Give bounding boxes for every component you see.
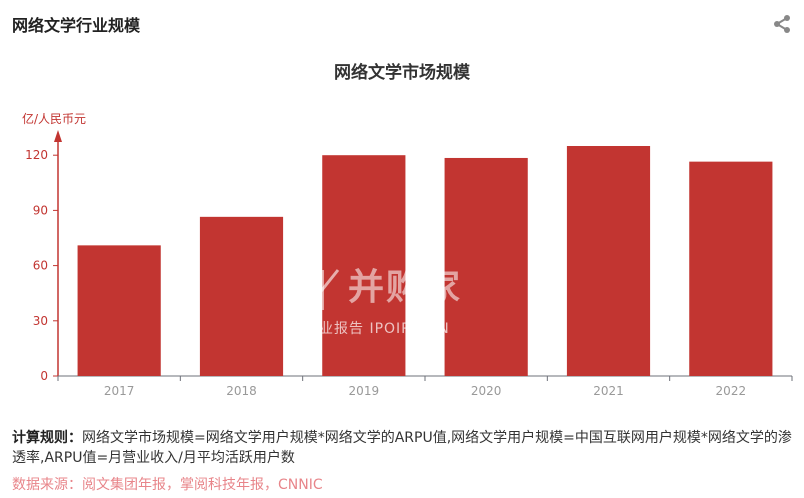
x-tick-label: 2018	[226, 384, 257, 398]
y-tick-label: 0	[40, 369, 48, 383]
chart-area: 网络文学市场规模 亿/人民币元 0 30 60 90 120 2017 2018 2019 20…	[0, 50, 804, 420]
page-title: 网络文学行业规模	[12, 16, 141, 35]
rule-label: 计算规则：	[12, 430, 82, 446]
bar-2021[interactable]	[566, 146, 651, 376]
bar-2017[interactable]	[77, 245, 161, 376]
bar-2018[interactable]	[199, 216, 284, 376]
x-tick-label: 2017	[104, 384, 135, 398]
bar-2022[interactable]	[689, 161, 773, 376]
data-source: 数据来源：阅文集团年报，掌阅科技年报，CNNIC	[12, 477, 323, 493]
y-axis-arrow-icon	[54, 130, 62, 142]
calculation-rule: 计算规则：网络文学市场规模=网络文学用户规模*网络文学的ARPU值,网络文学用户…	[12, 428, 792, 468]
x-tick-label: 2022	[716, 384, 747, 398]
bar-chart: 0 30 60 90 120 2017 2018 2019 2020 2021 2022	[25, 130, 793, 398]
y-axis-label: 亿/人民币元	[22, 112, 87, 126]
y-tick-label: 120	[25, 148, 48, 162]
x-tick-label: 2020	[471, 384, 502, 398]
rule-text: 网络文学市场规模=网络文学用户规模*网络文学的ARPU值,网络文学用户规模=中国…	[12, 430, 792, 466]
x-tick-label: 2019	[349, 384, 380, 398]
share-icon[interactable]	[772, 14, 792, 34]
y-tick-label: 90	[33, 203, 48, 217]
x-tick-label: 2021	[593, 384, 624, 398]
bar-2019[interactable]	[322, 155, 406, 376]
y-tick-label: 30	[33, 314, 48, 328]
y-tick-label: 60	[33, 259, 48, 273]
bar-2020[interactable]	[444, 157, 528, 376]
chart-title: 网络文学市场规模	[334, 63, 470, 83]
